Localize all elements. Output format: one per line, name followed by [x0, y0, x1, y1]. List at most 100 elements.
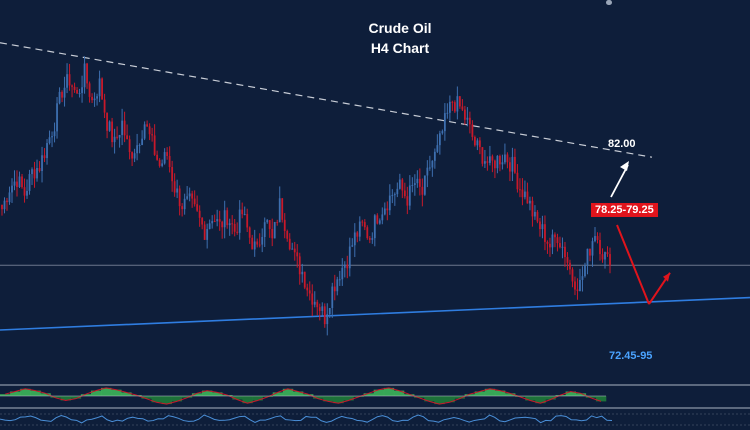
candle-body: [591, 241, 594, 256]
candle-body: [363, 222, 366, 228]
candle-body: [266, 220, 269, 223]
candle-body: [403, 190, 406, 197]
candle-body: [11, 185, 13, 193]
indicator-bar: [292, 391, 304, 396]
candle-body: [3, 200, 6, 210]
candle-body: [236, 231, 239, 233]
candle-body: [63, 87, 66, 98]
candle-body: [193, 198, 196, 205]
candle-body: [371, 238, 374, 240]
candle-body: [138, 145, 141, 147]
candle-body: [128, 139, 131, 153]
candle-body: [473, 136, 476, 146]
indicator-bar: [363, 393, 374, 396]
candle-body: [46, 143, 48, 159]
candle-body: [108, 121, 111, 131]
down-projection-arrow: [616, 224, 650, 305]
candle-body: [126, 135, 129, 140]
candle-body: [173, 181, 176, 193]
candle-body: [43, 155, 46, 159]
candle-body: [486, 161, 489, 163]
indicator-bar: [80, 394, 92, 396]
candle-body: [519, 189, 521, 191]
candle-body: [433, 151, 436, 161]
candle-body: [468, 117, 471, 125]
candle-body: [463, 109, 466, 120]
candle-body: [579, 279, 581, 292]
indicator-bar: [575, 393, 587, 396]
candle-body: [226, 210, 229, 226]
candle-body: [596, 236, 599, 240]
candle-body: [554, 234, 556, 238]
candle-body: [338, 279, 341, 281]
candle-body: [356, 232, 359, 237]
candle-body: [243, 214, 246, 216]
candle-body: [373, 215, 376, 239]
candle-body: [423, 175, 426, 195]
candle-body: [123, 120, 126, 136]
indicator-bar: [50, 396, 61, 398]
candle-body: [368, 238, 371, 240]
candle-body: [586, 248, 589, 265]
candle-body: [496, 155, 499, 169]
candle-body: [278, 198, 281, 223]
indicator-bar: [343, 396, 354, 401]
candle-body: [386, 208, 389, 211]
pivot-zone-label: 78.25-79.25: [591, 203, 658, 217]
candle-body: [78, 93, 81, 95]
candle-body: [53, 131, 56, 137]
candle-body: [383, 208, 386, 215]
candle-body: [21, 176, 23, 188]
candle-body: [514, 156, 516, 173]
candle-body: [248, 227, 251, 238]
indicator-bar: [282, 388, 294, 396]
indicator-bar: [323, 396, 334, 402]
candle-body: [541, 224, 544, 230]
upside-arrow-head: [620, 161, 629, 171]
candle-body: [98, 78, 101, 97]
candle-body: [153, 135, 156, 155]
candle-body: [478, 140, 481, 148]
candle-body: [206, 229, 209, 240]
candle-body: [443, 113, 446, 132]
candle-body: [544, 224, 546, 242]
candle-body: [471, 124, 474, 137]
candle-body: [601, 254, 604, 260]
candle-body: [71, 85, 73, 87]
candle-body: [431, 160, 434, 168]
chart-subtitle: H4 Chart: [370, 40, 430, 56]
candle-body: [351, 245, 354, 247]
indicator-bar: [60, 396, 71, 401]
indicator-bar: [111, 389, 122, 396]
oscillator-line: [0, 414, 613, 424]
indicator-bar: [232, 396, 243, 400]
candle-body: [353, 232, 356, 246]
indicator-bar: [383, 387, 395, 396]
candle-body: [33, 169, 36, 179]
candle-body: [1, 204, 3, 210]
candle-body: [311, 293, 314, 305]
indicator-bar: [151, 396, 162, 403]
candle-body: [168, 155, 171, 168]
indicator-bar: [191, 393, 203, 396]
candle-body: [536, 211, 539, 222]
candle-body: [93, 98, 96, 101]
indicator-bar: [505, 393, 516, 396]
candle-body: [323, 306, 326, 325]
candle-body: [366, 227, 369, 239]
candle-body: [211, 221, 214, 224]
indicator-bar: [303, 394, 314, 396]
candle-body: [566, 257, 569, 263]
candle-body: [208, 223, 211, 230]
indicator-bar: [424, 396, 435, 402]
indicator-bar: [10, 391, 21, 396]
candle-body: [559, 243, 561, 248]
candle-body: [48, 137, 51, 144]
indicator-bar: [212, 392, 223, 396]
candle-body: [396, 188, 399, 195]
indicator-bar: [494, 390, 506, 396]
candle-body: [86, 63, 88, 84]
candle-body: [599, 239, 601, 255]
candle-body: [141, 138, 144, 146]
